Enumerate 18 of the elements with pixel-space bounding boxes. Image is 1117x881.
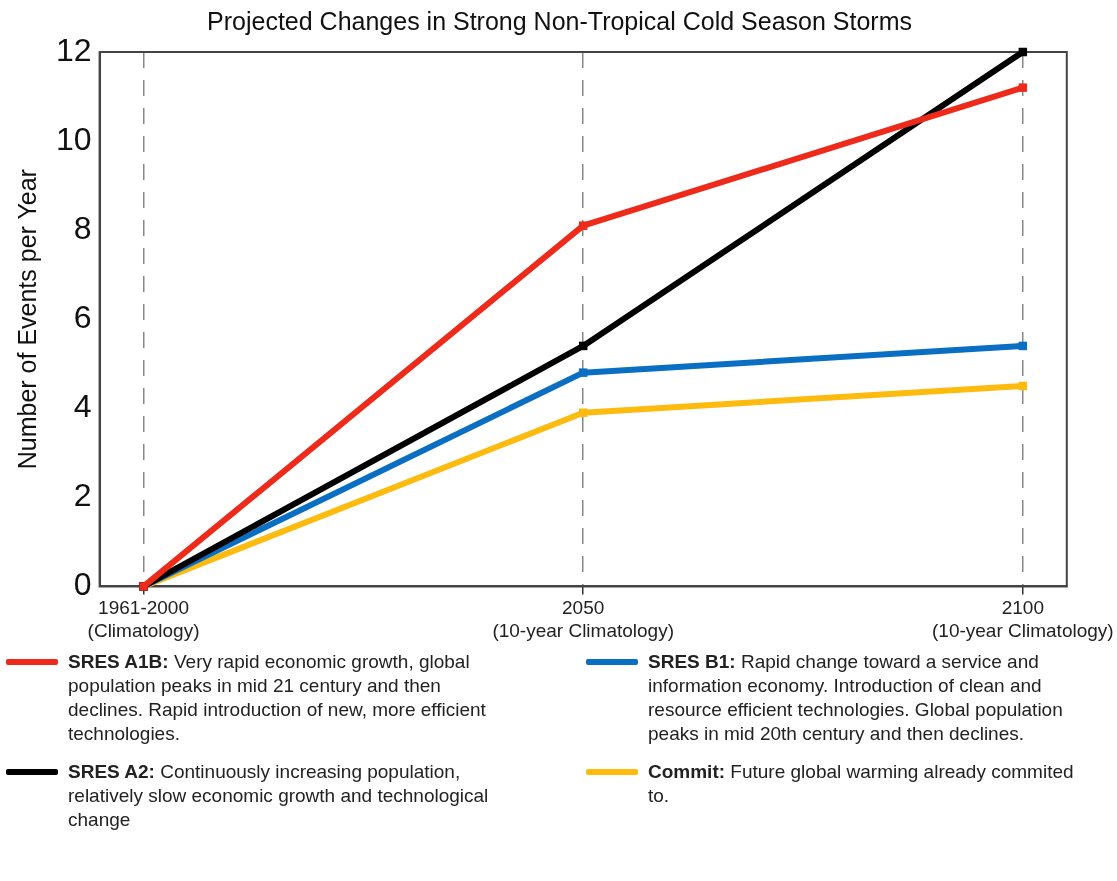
y-axis-title: Number of Events per Year (12, 169, 41, 470)
point (1018, 83, 1028, 92)
text: Commit: Future global warming already commited to. (648, 761, 1074, 806)
point (578, 221, 588, 230)
y-tick-label: 10 (56, 120, 92, 157)
point (578, 368, 588, 377)
y-tick-label: 12 (56, 31, 92, 68)
y-tick-label: 6 (73, 299, 92, 336)
y-tick-label: 2 (73, 477, 92, 514)
chart-title: Projected Changes in Strong Non-Tropical Cold Season Storms (207, 6, 912, 35)
y-tick-label: 8 (73, 209, 92, 246)
x-tick-label: 2050 (10-year Climatology) (492, 597, 675, 641)
x-tick-label: 2100 (10-year Climatology) (932, 597, 1114, 641)
point (578, 408, 588, 417)
legend-label: SRES A1B: Very rapid economic growth, global population peaks in mid 21 century and then declines. Rapid introduction of new, more efficient technologies. (68, 650, 487, 746)
y-tick-label: 4 (73, 388, 92, 425)
legend-label: SRES A2: Continuously increasing population, relatively slow economic growth and technological change (68, 760, 490, 832)
legend-label: SRES B1: Rapid change toward a service and information economy. Introduction of clean and resource efficient technologies. Global population peaks in mid 20th century and then declines. (648, 650, 1064, 746)
